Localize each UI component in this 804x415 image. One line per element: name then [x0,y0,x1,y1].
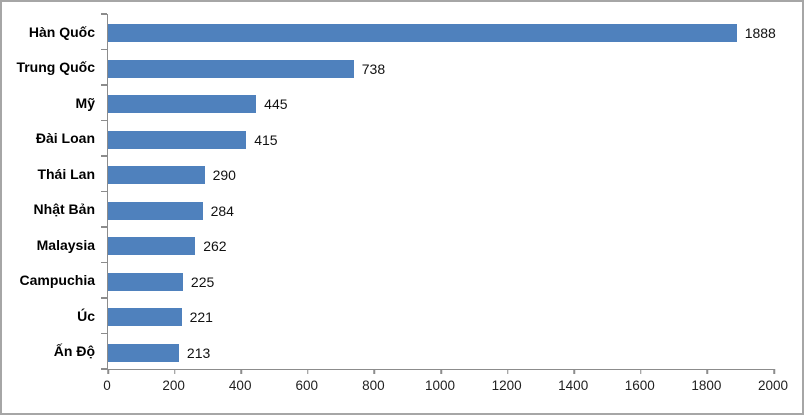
bar-value-label: 738 [361,60,386,77]
category-label: Malaysia [36,236,95,253]
category-axis-tick [100,119,107,122]
value-axis-tick [107,369,109,374]
category-axis: Hàn Quốc Trung Quốc Mỹ Đài Loan Thái Lan Nhật… [2,14,102,369]
bar [108,343,179,362]
category-label: Nhật Bản [33,201,95,218]
value-axis-tick-label: 200 [162,378,185,393]
bar-value-label: 284 [210,202,234,219]
category-label: Campuchia [19,272,95,289]
category-axis-tick [100,13,107,15]
bar [108,166,205,184]
category-axis-tick [100,48,107,51]
bar-value-label: 415 [254,131,278,148]
value-axis-tick [640,369,642,374]
value-axis-tick [506,369,509,374]
value-axis-tick-label: 1000 [424,378,456,393]
category-label: Hàn Quốc [28,23,95,40]
category-label: Thái Lan [37,165,95,182]
value-axis-tick [307,369,309,374]
category-axis-tick [100,368,107,370]
value-axis-tick [440,369,442,374]
category-axis-tick [100,332,107,335]
value-axis-tick-label: 1200 [491,378,522,393]
value-axis-tick-label: 600 [295,378,319,393]
value-axis-tick-label: 1600 [624,378,655,393]
value-axis-tick [706,369,709,374]
value-axis-tick-label: 0 [103,378,111,393]
plot-area: 1888 738 445 415 290 284 262 225 221 213 [100,13,776,374]
value-axis-tick [573,369,575,374]
value-axis-tick-label: 1800 [691,378,722,393]
value-axis-tick-label: 2000 [757,378,789,393]
bar [108,308,182,326]
value-axis-tick [173,369,176,374]
bar [108,237,196,255]
bar [108,130,247,149]
category-axis-tick [100,226,107,228]
value-axis-tick-label: 1400 [558,378,589,393]
bar-value-label: 213 [186,344,211,361]
bar-value-label: 445 [264,96,288,112]
value-axis-labels: 0 200 400 600 800 1000 1200 1400 1600 1800 2000 [103,378,788,396]
bar [108,59,354,78]
category-axis-tick [100,297,107,299]
value-axis-tick [240,369,242,374]
bar [108,201,203,220]
bar [108,272,183,291]
category-axis-tick [100,84,107,86]
bar-value-label: 262 [203,238,227,254]
bar [108,24,737,42]
value-axis-tick-label: 800 [362,378,385,393]
bar-value-label: 290 [212,167,236,183]
value-axis-tick [373,369,376,374]
value-axis-tick [773,369,775,374]
value-axis-tick-label: 400 [228,378,252,393]
bar [108,95,257,113]
bar-value-label: 225 [190,273,215,290]
category-axis-tick [100,261,107,264]
bar-value-label: 1888 [744,25,776,41]
category-label: Trung Quốc [16,59,95,76]
category-label: Úc [77,307,95,324]
category-axis-tick [100,155,107,157]
bar-value-label: 221 [189,309,213,325]
category-label: Ấn Độ [53,343,95,360]
category-axis-tick [100,190,107,193]
category-label: Mỹ [75,94,95,111]
category-label: Đài Loan [35,130,95,147]
